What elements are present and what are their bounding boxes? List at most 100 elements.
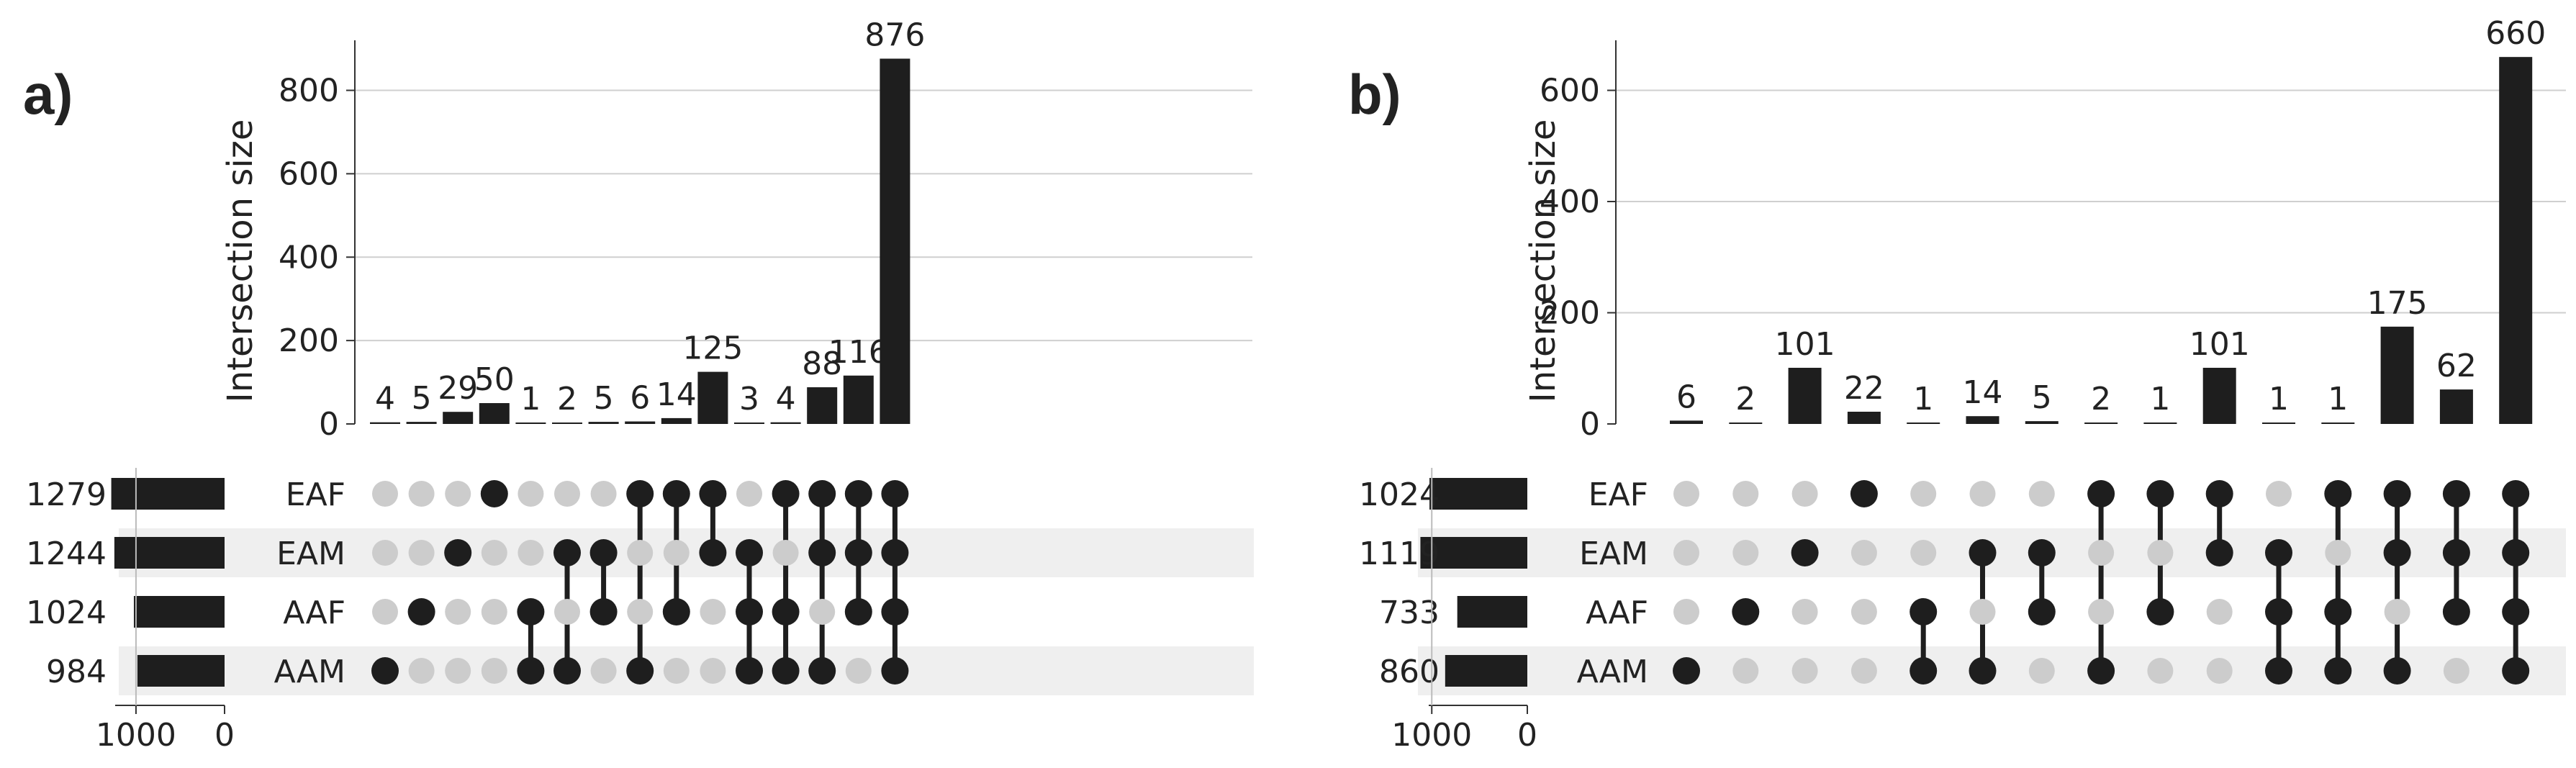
intersection-bar: [2262, 423, 2295, 424]
intersection-bar-label: 3: [739, 381, 759, 417]
set-size-bar: [111, 478, 225, 510]
intersection-bar: [1907, 423, 1940, 424]
intersection-bar: [406, 422, 437, 424]
intersection-bar-label: 175: [2367, 285, 2428, 322]
matrix-dot-active: [480, 480, 508, 507]
intersection-bar-label: 29: [438, 370, 478, 407]
matrix-dot-active: [2205, 539, 2233, 566]
matrix-dot-active: [2383, 480, 2411, 507]
matrix-dot-active: [2324, 598, 2352, 625]
matrix-dot-active: [1969, 657, 1997, 685]
matrix-dot-active: [736, 598, 763, 625]
matrix-dot-active: [2502, 598, 2530, 625]
y-tick-label: 600: [1540, 73, 1600, 109]
matrix-dot-inactive: [772, 540, 799, 566]
set-size-label: 984: [46, 654, 107, 690]
set-size-bar: [1445, 655, 1527, 687]
matrix-dot-inactive: [2384, 599, 2410, 625]
intersection-bar: [552, 423, 582, 424]
set-name-label: EAF: [1588, 476, 1648, 513]
set-size-label: 1119: [1359, 536, 1440, 572]
matrix-dot-active: [553, 539, 581, 566]
intersection-bar-label: 14: [656, 376, 697, 413]
matrix-dot-active: [589, 539, 618, 566]
intersection-bar-label: 5: [594, 380, 614, 417]
matrix-dot-active: [444, 539, 472, 566]
intersection-bar: [2202, 367, 2236, 424]
matrix-dot-active: [881, 480, 909, 507]
matrix-dot-inactive: [700, 658, 726, 684]
matrix-dot-active: [699, 539, 727, 566]
matrix-dot-active: [2087, 480, 2115, 507]
intersection-bar-label: 1: [2328, 381, 2348, 417]
matrix-dot-active: [844, 480, 872, 507]
matrix-dot-active: [736, 539, 763, 566]
intersection-bar-label: 116: [828, 334, 889, 371]
matrix-dot-inactive: [2147, 658, 2174, 684]
matrix-dot-active: [407, 598, 435, 625]
matrix-dot-active: [1673, 657, 1700, 685]
set-name-label: EAM: [1579, 536, 1648, 572]
set-size-label: 1279: [26, 476, 107, 513]
intersection-bar-label: 660: [2485, 15, 2546, 52]
matrix-dot-active: [662, 598, 690, 625]
matrix-dot-active: [844, 539, 872, 566]
intersection-bar: [370, 422, 400, 424]
intersection-bar: [479, 403, 510, 424]
matrix-dot-active: [517, 598, 545, 625]
matrix-dot-active: [844, 598, 872, 625]
matrix-dot-active: [2265, 539, 2292, 566]
intersection-bar: [770, 422, 801, 424]
y-tick-label: 800: [279, 73, 339, 109]
set-size-bar: [1429, 478, 1527, 510]
set-size-tick-label: 0: [214, 717, 235, 754]
matrix-dot-inactive: [2147, 540, 2174, 566]
matrix-dot-active: [2502, 657, 2530, 685]
intersection-bar: [2084, 423, 2118, 424]
matrix-dot-active: [2028, 598, 2056, 625]
matrix-dot-active: [2265, 657, 2292, 685]
intersection-bar-label: 5: [2032, 379, 2052, 416]
matrix-dot-inactive: [372, 599, 398, 625]
matrix-dot-inactive: [663, 658, 690, 684]
matrix-dot-active: [626, 657, 654, 685]
set-size-bar: [1457, 596, 1527, 628]
matrix-dot-inactive: [554, 481, 580, 507]
matrix-dot-active: [2442, 480, 2470, 507]
matrix-dot-active: [808, 539, 836, 566]
set-name-label: AAF: [283, 595, 345, 631]
matrix-dot-active: [2502, 480, 2530, 507]
matrix-dot-inactive: [372, 481, 398, 507]
matrix-dot-inactive: [663, 540, 690, 566]
matrix-dot-inactive: [1673, 481, 1699, 507]
y-tick-label: 400: [1540, 184, 1600, 220]
intersection-bar: [2321, 423, 2355, 424]
intersection-bar-label: 2: [2091, 381, 2111, 417]
intersection-bar-label: 1: [2269, 381, 2289, 417]
intersection-bar-label: 2: [557, 381, 577, 417]
matrix-dot-active: [1910, 598, 1938, 625]
intersection-bar-label: 1: [2150, 381, 2170, 417]
set-name-label: AAM: [1577, 654, 1648, 690]
matrix-dot-inactive: [408, 658, 435, 684]
matrix-dot-active: [808, 480, 836, 507]
intersection-bar-label: 50: [474, 361, 515, 398]
matrix-dot-inactive: [1791, 658, 1818, 684]
y-tick-label: 200: [279, 322, 339, 359]
matrix-dot-active: [699, 480, 727, 507]
set-name-label: AAF: [1586, 595, 1648, 631]
matrix-dot-inactive: [590, 658, 617, 684]
matrix-dot-active: [1850, 480, 1878, 507]
matrix-dot-active: [1732, 598, 1760, 625]
set-name-label: EAF: [286, 476, 345, 513]
intersection-bar: [1788, 367, 1822, 424]
matrix-dot-inactive: [1732, 540, 1759, 566]
matrix-dot-active: [772, 480, 800, 507]
intersection-bar-label: 88: [802, 345, 842, 382]
matrix-dot-inactive: [445, 481, 471, 507]
intersection-bar-label: 62: [2436, 348, 2477, 384]
matrix-dot-inactive: [372, 540, 398, 566]
matrix-dot-inactive: [590, 481, 617, 507]
matrix-dot-inactive: [627, 540, 654, 566]
